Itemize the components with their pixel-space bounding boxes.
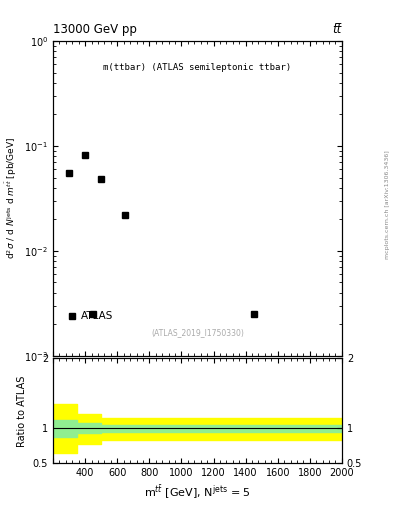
- X-axis label: m$^{t\bar{t}}$ [GeV], N$^{\mathrm{jets}}$ = 5: m$^{t\bar{t}}$ [GeV], N$^{\mathrm{jets}}…: [144, 484, 251, 501]
- Y-axis label: Ratio to ATLAS: Ratio to ATLAS: [17, 375, 27, 446]
- Text: (ATLAS_2019_I1750330): (ATLAS_2019_I1750330): [151, 328, 244, 337]
- Text: 13000 GeV pp: 13000 GeV pp: [53, 23, 137, 36]
- Legend: ATLAS: ATLAS: [64, 307, 117, 326]
- Text: mcplots.cern.ch [arXiv:1306.3436]: mcplots.cern.ch [arXiv:1306.3436]: [385, 151, 390, 259]
- Text: m(ttbar) (ATLAS semileptonic ttbar): m(ttbar) (ATLAS semileptonic ttbar): [103, 63, 292, 72]
- Y-axis label: d$^2\sigma$ / d $N^{\mathrm{jets}}$ d $m^{t\bar{t}}$ [pb/GeV]: d$^2\sigma$ / d $N^{\mathrm{jets}}$ d $m…: [3, 137, 18, 260]
- Text: tt̅: tt̅: [332, 23, 342, 36]
